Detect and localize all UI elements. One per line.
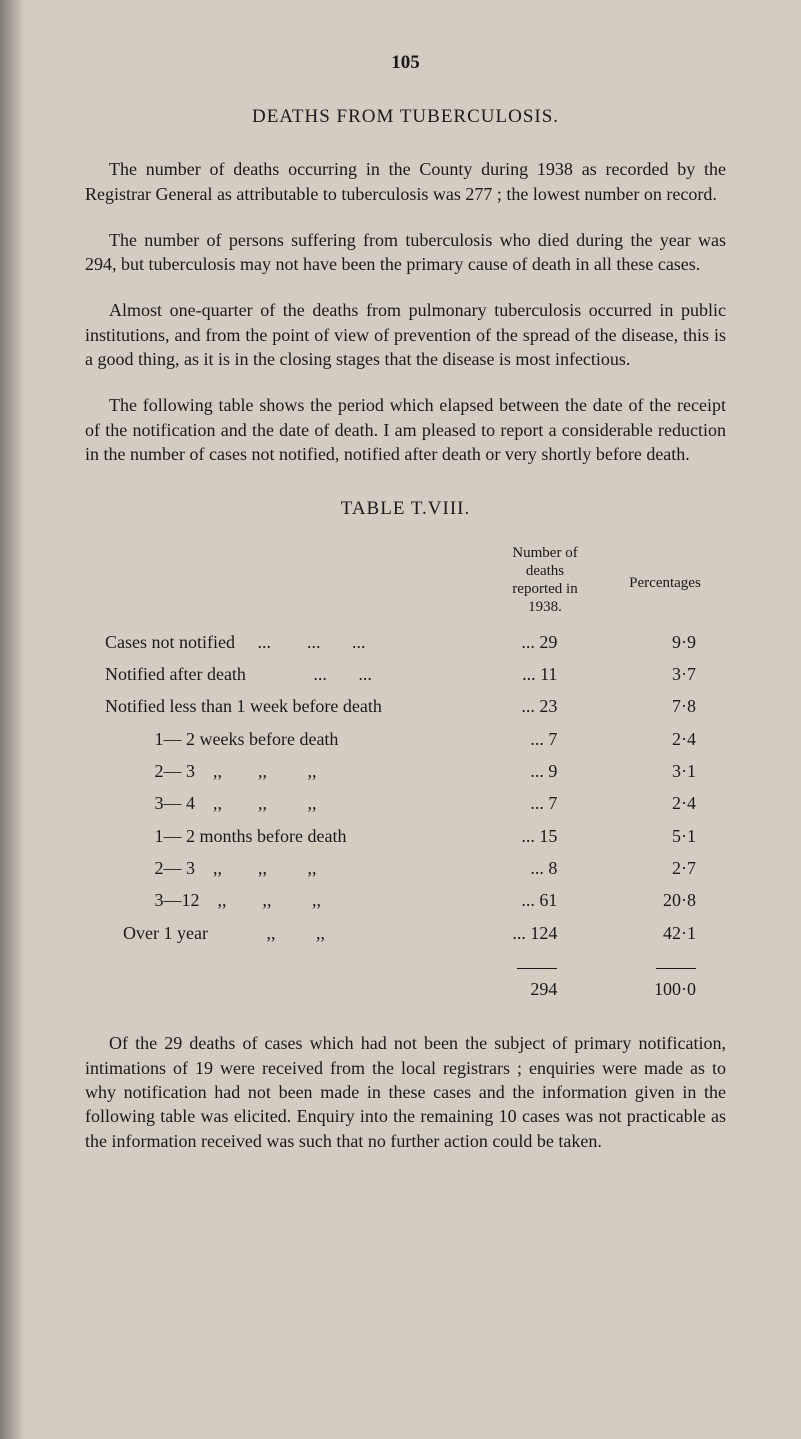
table-row: Notified less than 1 week before death..…: [105, 694, 726, 718]
divider-row: [105, 953, 726, 977]
row-label: Notified after death ... ...: [105, 662, 449, 686]
row-number: ... 8: [449, 856, 588, 880]
paragraph-3: Almost one-quarter of the deaths from pu…: [85, 298, 726, 371]
row-number: ... 7: [449, 791, 588, 815]
row-number: ... 15: [449, 824, 588, 848]
row-percent: 5·1: [587, 824, 726, 848]
data-table: Number of deaths reported in 1938. Perce…: [105, 544, 726, 1002]
row-number: ... 61: [449, 888, 588, 912]
row-number: ... 23: [449, 694, 588, 718]
table-row: Over 1 year ,, ,,... 12442·1: [105, 921, 726, 945]
total-percent: 100·0: [587, 977, 726, 1001]
row-label: 2— 3 ,, ,, ,,: [105, 856, 449, 880]
header-number: Number of deaths reported in 1938.: [485, 544, 605, 616]
row-percent: 7·8: [587, 694, 726, 718]
row-number: ... 11: [449, 662, 588, 686]
row-percent: 2·4: [587, 791, 726, 815]
row-percent: 2·7: [587, 856, 726, 880]
row-label: Over 1 year ,, ,,: [105, 921, 449, 945]
row-percent: 42·1: [587, 921, 726, 945]
row-percent: 3·7: [587, 662, 726, 686]
table-row: 2— 3 ,, ,, ,,... 82·7: [105, 856, 726, 880]
table-row: 2— 3 ,, ,, ,,... 93·1: [105, 759, 726, 783]
paragraph-5: Of the 29 deaths of cases which had not …: [85, 1031, 726, 1152]
row-label: Cases not notified ... ... ...: [105, 630, 449, 654]
row-number: ... 124: [449, 921, 588, 945]
table-row: 1— 2 weeks before death... 72·4: [105, 727, 726, 751]
row-label: 1— 2 weeks before death: [105, 727, 449, 751]
table-row: 3— 4 ,, ,, ,,... 72·4: [105, 791, 726, 815]
row-number: ... 7: [449, 727, 588, 751]
row-percent: 9·9: [587, 630, 726, 654]
page-number: 105: [85, 50, 726, 76]
paragraph-1: The number of deaths occurring in the Co…: [85, 157, 726, 206]
table-row: Notified after death ... ...... 113·7: [105, 662, 726, 686]
paragraph-4: The following table shows the period whi…: [85, 393, 726, 466]
row-label: 3— 4 ,, ,, ,,: [105, 791, 449, 815]
paragraph-2: The number of persons suffering from tub…: [85, 228, 726, 277]
header-percent: Percentages: [605, 544, 725, 616]
total-row: 294 100·0: [105, 977, 726, 1001]
total-number: 294: [449, 977, 588, 1001]
row-label: Notified less than 1 week before death: [105, 694, 449, 718]
header-spacer: [105, 544, 485, 616]
table-header-row: Number of deaths reported in 1938. Perce…: [105, 544, 726, 616]
section-title: DEATHS FROM TUBERCULOSIS.: [85, 104, 726, 130]
row-percent: 3·1: [587, 759, 726, 783]
row-number: ... 29: [449, 630, 588, 654]
document-page: 105 DEATHS FROM TUBERCULOSIS. The number…: [0, 0, 801, 1235]
table-row: 3—12 ,, ,, ,,... 6120·8: [105, 888, 726, 912]
table-row: Cases not notified ... ... ...... 299·9: [105, 630, 726, 654]
table-row: 1— 2 months before death... 155·1: [105, 824, 726, 848]
table-title: TABLE T.VIII.: [85, 496, 726, 522]
row-percent: 20·8: [587, 888, 726, 912]
row-number: ... 9: [449, 759, 588, 783]
row-label: 3—12 ,, ,, ,,: [105, 888, 449, 912]
row-label: 2— 3 ,, ,, ,,: [105, 759, 449, 783]
row-percent: 2·4: [587, 727, 726, 751]
row-label: 1— 2 months before death: [105, 824, 449, 848]
